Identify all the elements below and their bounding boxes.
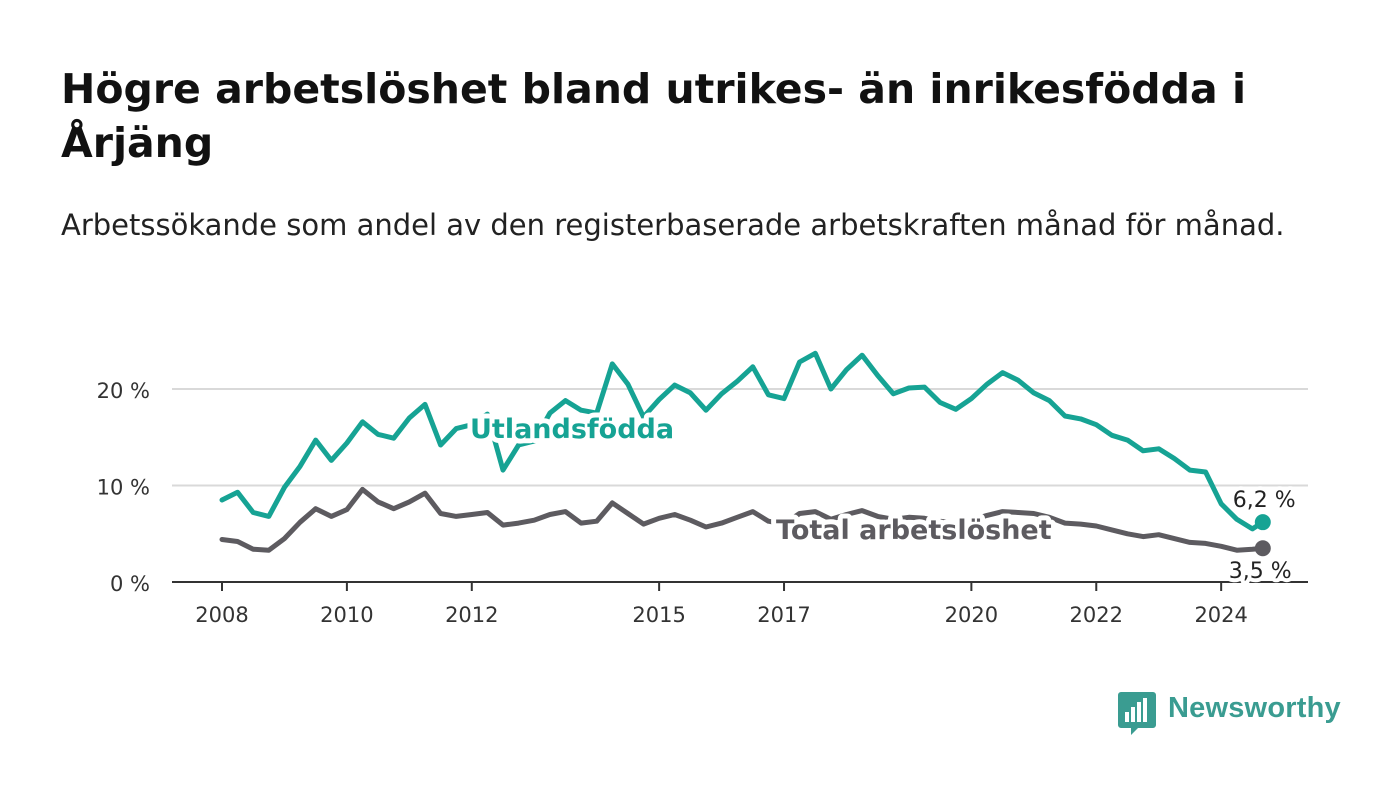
gridlines — [172, 388, 1308, 487]
axes: 0 % 10 % 20 % 2008 2010 2012 2015 2017 2020 2022 2… — [97, 379, 1308, 627]
series-labels: Utlandsfödda Total arbetslöshet 6,2 % 3,5 % — [465, 409, 1300, 588]
series-line-total — [219, 486, 1266, 553]
x-tick-label: 2024 — [1194, 603, 1247, 627]
end-value-label-total: 3,5 % — [1229, 559, 1292, 584]
series-line-utlandsfodda — [219, 350, 1266, 532]
brand-name: Newsworthy — [1168, 692, 1341, 724]
chart-subtitle: Arbetssökande som andel av den registerb… — [61, 208, 1285, 242]
x-tick-label: 2015 — [632, 603, 685, 627]
y-tick-label: 0 % — [110, 572, 150, 596]
x-tick-label: 2008 — [195, 603, 248, 627]
x-tick-label: 2010 — [320, 603, 373, 627]
series-label-total: Total arbetslöshet — [776, 515, 1052, 546]
bar-chart-logo-icon — [1118, 692, 1156, 735]
x-tick-label: 2017 — [757, 603, 810, 627]
series-lines — [219, 350, 1271, 557]
end-point-utlandsfodda — [1254, 514, 1271, 531]
series-label-utlandsfodda: Utlandsfödda — [470, 414, 674, 445]
x-tick-label: 2022 — [1070, 603, 1123, 627]
x-tick-label: 2020 — [945, 603, 998, 627]
newsworthy-logo: Newsworthy — [1118, 690, 1348, 736]
end-value-label-utlandsfodda: 6,2 % — [1233, 488, 1296, 513]
end-point-total — [1254, 540, 1271, 557]
x-tick-label: 2012 — [445, 603, 498, 627]
y-tick-label: 20 % — [97, 379, 150, 403]
chart-title: Högre arbetslöshet bland utrikes- än inr… — [61, 65, 1246, 167]
y-tick-label: 10 % — [97, 476, 150, 500]
